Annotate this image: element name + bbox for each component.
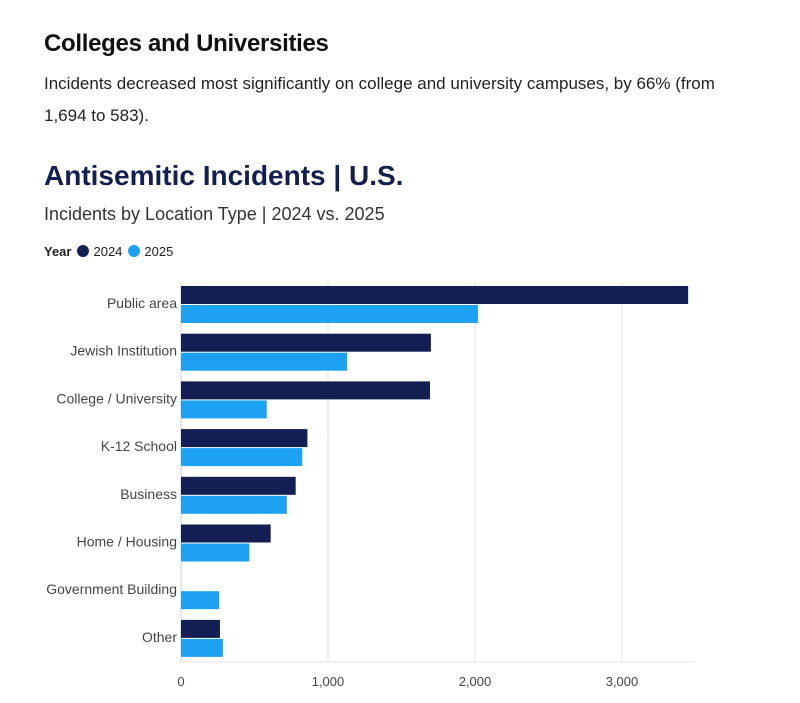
- category-label: Other: [142, 629, 177, 645]
- category-label: Business: [120, 486, 177, 502]
- legend-label-2025: 2025: [144, 243, 174, 259]
- intro-heading: Colleges and Universities: [44, 30, 329, 57]
- category-label: Government Building: [46, 581, 177, 597]
- bar-2025[interactable]: [181, 638, 223, 657]
- legend: Year 2024 2025: [44, 242, 179, 260]
- x-tick-label: 2,000: [459, 674, 492, 689]
- bar-2025[interactable]: [181, 495, 287, 514]
- legend-label-2024: 2024: [93, 243, 123, 259]
- bar-2024[interactable]: [181, 381, 431, 400]
- category-label: College / University: [56, 390, 177, 406]
- x-tick-label: 3,000: [606, 674, 639, 689]
- bar-chart: 0 1,000 2,000 3,000 Public area Jewish Instit…: [46, 282, 694, 689]
- bar-2024[interactable]: [181, 333, 431, 352]
- bar-2024[interactable]: [181, 476, 296, 495]
- legend-swatch-2024: [77, 245, 90, 257]
- bar-2025[interactable]: [181, 448, 303, 467]
- bar-2024[interactable]: [181, 524, 271, 543]
- category-label: Home / Housing: [77, 534, 177, 550]
- bar-2024[interactable]: [181, 286, 689, 304]
- bar-2025[interactable]: [181, 400, 267, 419]
- x-tick-label: 0: [177, 674, 184, 689]
- bar-2025[interactable]: [181, 305, 478, 323]
- bar-2024[interactable]: [181, 429, 308, 448]
- legend-title: Year: [44, 243, 72, 259]
- legend-item-2024[interactable]: 2024: [77, 244, 122, 259]
- category-label: Jewish Institution: [70, 343, 177, 359]
- chart-subtitle: Incidents by Location Type | 2024 vs. 20…: [44, 204, 385, 224]
- legend-item-2025[interactable]: 2025: [128, 244, 173, 259]
- chart-title: Antisemitic Incidents | U.S.: [44, 160, 404, 191]
- bar-2025[interactable]: [181, 352, 348, 371]
- bar-2024[interactable]: [181, 619, 220, 638]
- legend-swatch-2025: [128, 245, 141, 257]
- bar-2025[interactable]: [181, 591, 220, 610]
- category-label: K-12 School: [101, 438, 177, 454]
- category-label: Public area: [107, 295, 177, 311]
- bar-2025[interactable]: [181, 543, 250, 562]
- x-tick-label: 1,000: [312, 674, 345, 689]
- intro-text: Incidents decreased most significantly o…: [44, 74, 715, 125]
